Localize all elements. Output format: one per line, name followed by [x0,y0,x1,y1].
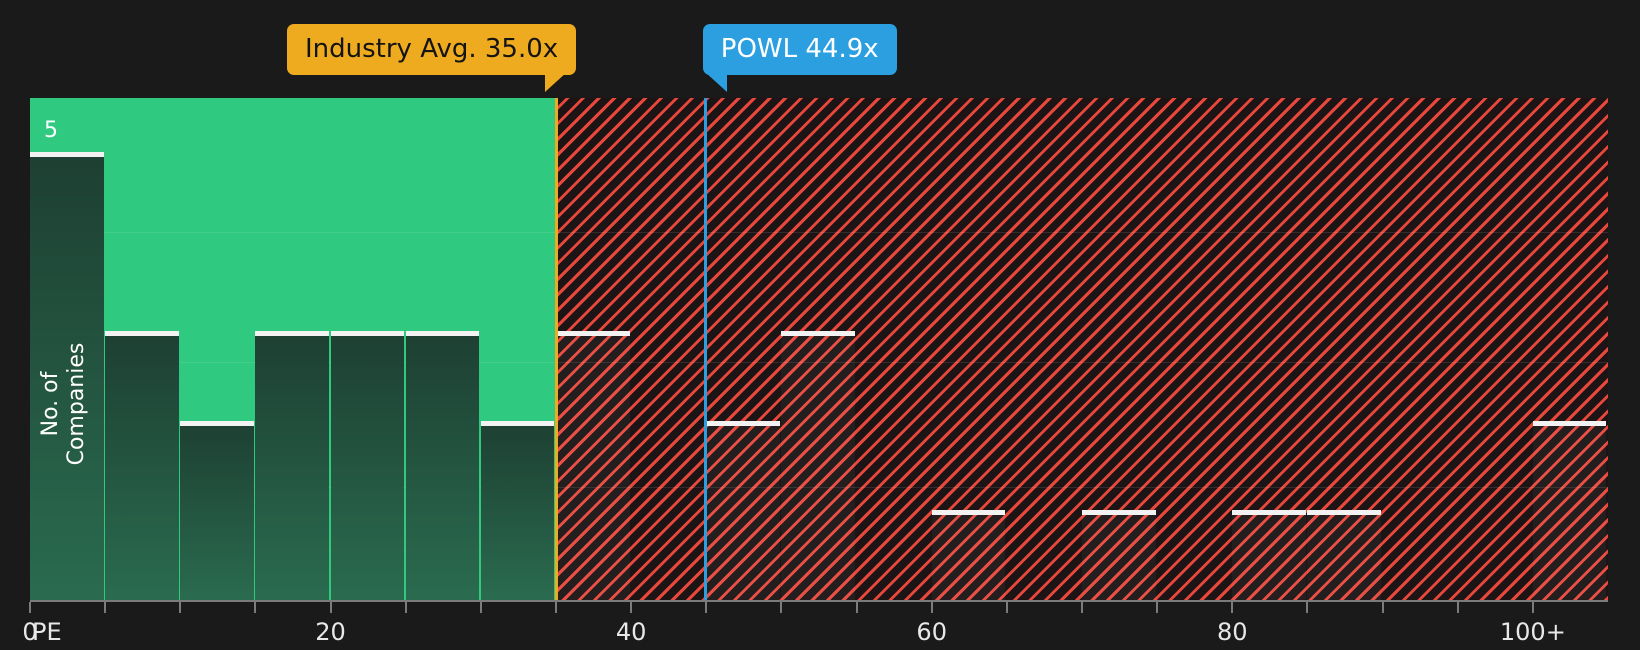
x-axis-tick [855,602,858,613]
x-axis-tick [705,602,708,613]
x-axis-tick [1005,602,1008,613]
bar-top-cap [1532,420,1607,426]
bar[interactable] [1307,510,1382,600]
bar-top-cap [405,331,480,337]
x-axis-title: PE [32,618,62,646]
x-axis-tick [254,602,257,613]
bar-top-cap [180,420,254,426]
bar[interactable] [931,510,1006,600]
x-axis-label: 80 [1217,618,1248,646]
bar-top-cap [556,331,630,337]
bar[interactable] [1232,510,1306,600]
gridline [30,362,1608,363]
bar-top-cap [105,331,179,337]
bar-top-cap [480,420,555,426]
plot-area [30,98,1608,600]
bar[interactable] [1082,510,1156,600]
bar[interactable] [255,331,330,600]
x-axis-tick [780,602,783,613]
bar[interactable] [781,331,856,600]
powl-callout-label: POWL 44.9x [720,34,879,64]
bar[interactable] [330,331,405,600]
x-axis-label: 20 [315,618,346,646]
industry-average-callout[interactable]: Industry Avg. 35.0x [287,24,577,92]
x-axis-tick [1156,602,1159,613]
gridline [30,487,1608,488]
callout-tail [545,72,568,92]
bar[interactable] [105,331,179,600]
bar-top-cap [30,151,104,157]
y-axis-title: No. of Companies [38,342,89,466]
bar[interactable] [556,331,630,600]
x-axis-label: 0 [22,618,38,646]
x-axis-label: 100+ [1499,618,1566,646]
x-axis-tick [1531,602,1534,613]
bar[interactable] [1532,420,1607,600]
bar-top-cap [255,331,330,337]
x-axis-tick [29,602,31,613]
x-axis-tick [1381,602,1384,613]
x-axis-tick [179,602,182,613]
x-axis-line [30,600,1608,602]
bar-top-cap [1232,510,1306,516]
industry-average-marker-line [555,98,558,600]
gridline [30,232,1608,233]
x-axis-label: 40 [615,618,647,646]
x-axis-tick [1456,602,1459,613]
bar-top-cap [330,331,405,337]
bar-top-cap [706,420,780,426]
bar-top-cap [781,331,856,337]
x-axis-tick [555,602,557,613]
y-axis-tick-label: 5 [44,118,58,143]
x-axis-tick [1231,602,1234,613]
x-axis-tick [404,602,407,613]
bar[interactable] [405,331,480,600]
bar-top-cap [1082,510,1156,516]
bar[interactable] [30,151,104,600]
x-axis-tick [479,602,482,613]
callout-tail [704,72,727,92]
x-axis-tick [1081,602,1083,613]
bar[interactable] [480,420,555,600]
x-axis-tick [930,602,933,613]
expensive-zone [556,98,1608,600]
bar[interactable] [180,420,254,600]
x-axis-tick [329,602,332,613]
bar[interactable] [706,420,780,600]
powl-marker-line [703,98,707,600]
x-axis-tick [1306,602,1309,613]
x-axis-tick [104,602,107,613]
bar-top-cap [1307,510,1382,516]
x-axis-tick [630,602,633,613]
x-axis-label: 60 [916,618,947,646]
industry-average-callout-label: Industry Avg. 35.0x [305,34,559,64]
bar-top-cap [931,510,1006,516]
powl-callout[interactable]: POWL 44.9x [702,24,897,92]
